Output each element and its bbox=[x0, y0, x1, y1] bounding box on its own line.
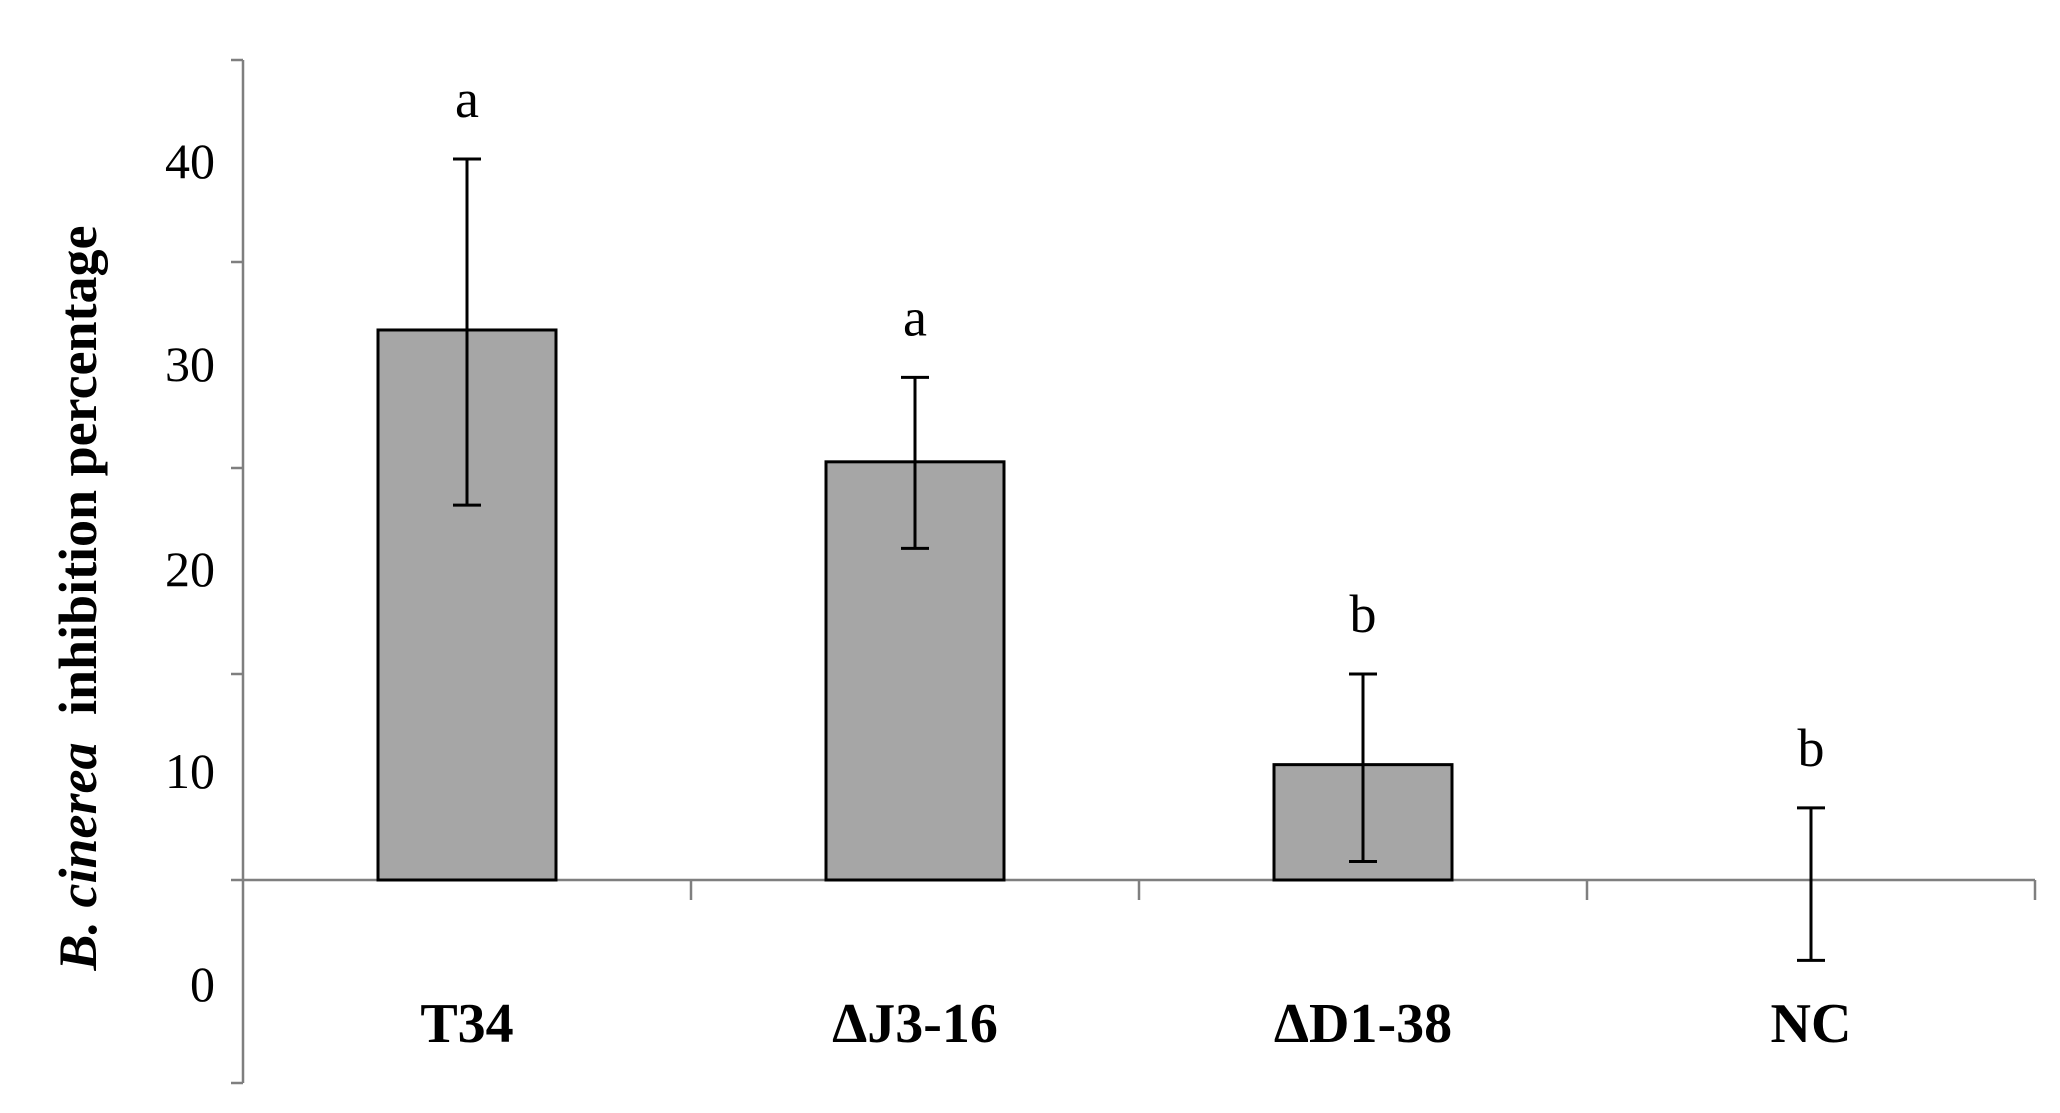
y-tick-label: 0 bbox=[190, 956, 215, 1012]
x-axis-category-labels: T34 ΔJ3-16 ΔD1-38 NC bbox=[420, 993, 1851, 1055]
error-bar-T34 bbox=[453, 157, 481, 507]
y-axis-tick-labels: 0 10 20 30 40 bbox=[165, 133, 215, 1012]
error-bars bbox=[453, 157, 1825, 962]
y-tick-label: 20 bbox=[165, 541, 215, 597]
error-bar-ΔD1-38 bbox=[1349, 672, 1377, 863]
significance-label-ΔJ3-16: a bbox=[903, 287, 927, 347]
x-category-label: T34 bbox=[420, 993, 513, 1055]
error-bar-NC bbox=[1797, 806, 1825, 962]
x-axis-ticks bbox=[689, 880, 2037, 900]
significance-label-NC: b bbox=[1798, 718, 1825, 778]
y-axis-ticks bbox=[231, 58, 243, 1085]
y-axis-label: B. cinerea inhibition percentage bbox=[48, 225, 108, 971]
significance-label-T34: a bbox=[455, 69, 479, 129]
x-category-label: ΔD1-38 bbox=[1274, 993, 1452, 1055]
x-category-label: ΔJ3-16 bbox=[832, 993, 998, 1055]
significance-labels: a a b b bbox=[455, 69, 1824, 778]
y-axis-label-italic: B. cinerea bbox=[48, 743, 108, 972]
error-bar-ΔJ3-16 bbox=[901, 375, 929, 550]
y-tick-label: 30 bbox=[165, 336, 215, 392]
y-tick-label: 10 bbox=[165, 743, 215, 799]
significance-label-ΔD1-38: b bbox=[1350, 584, 1377, 644]
y-tick-label: 40 bbox=[165, 133, 215, 189]
x-category-label: NC bbox=[1771, 993, 1852, 1055]
y-axis-label-rest: inhibition percentage bbox=[48, 225, 108, 715]
